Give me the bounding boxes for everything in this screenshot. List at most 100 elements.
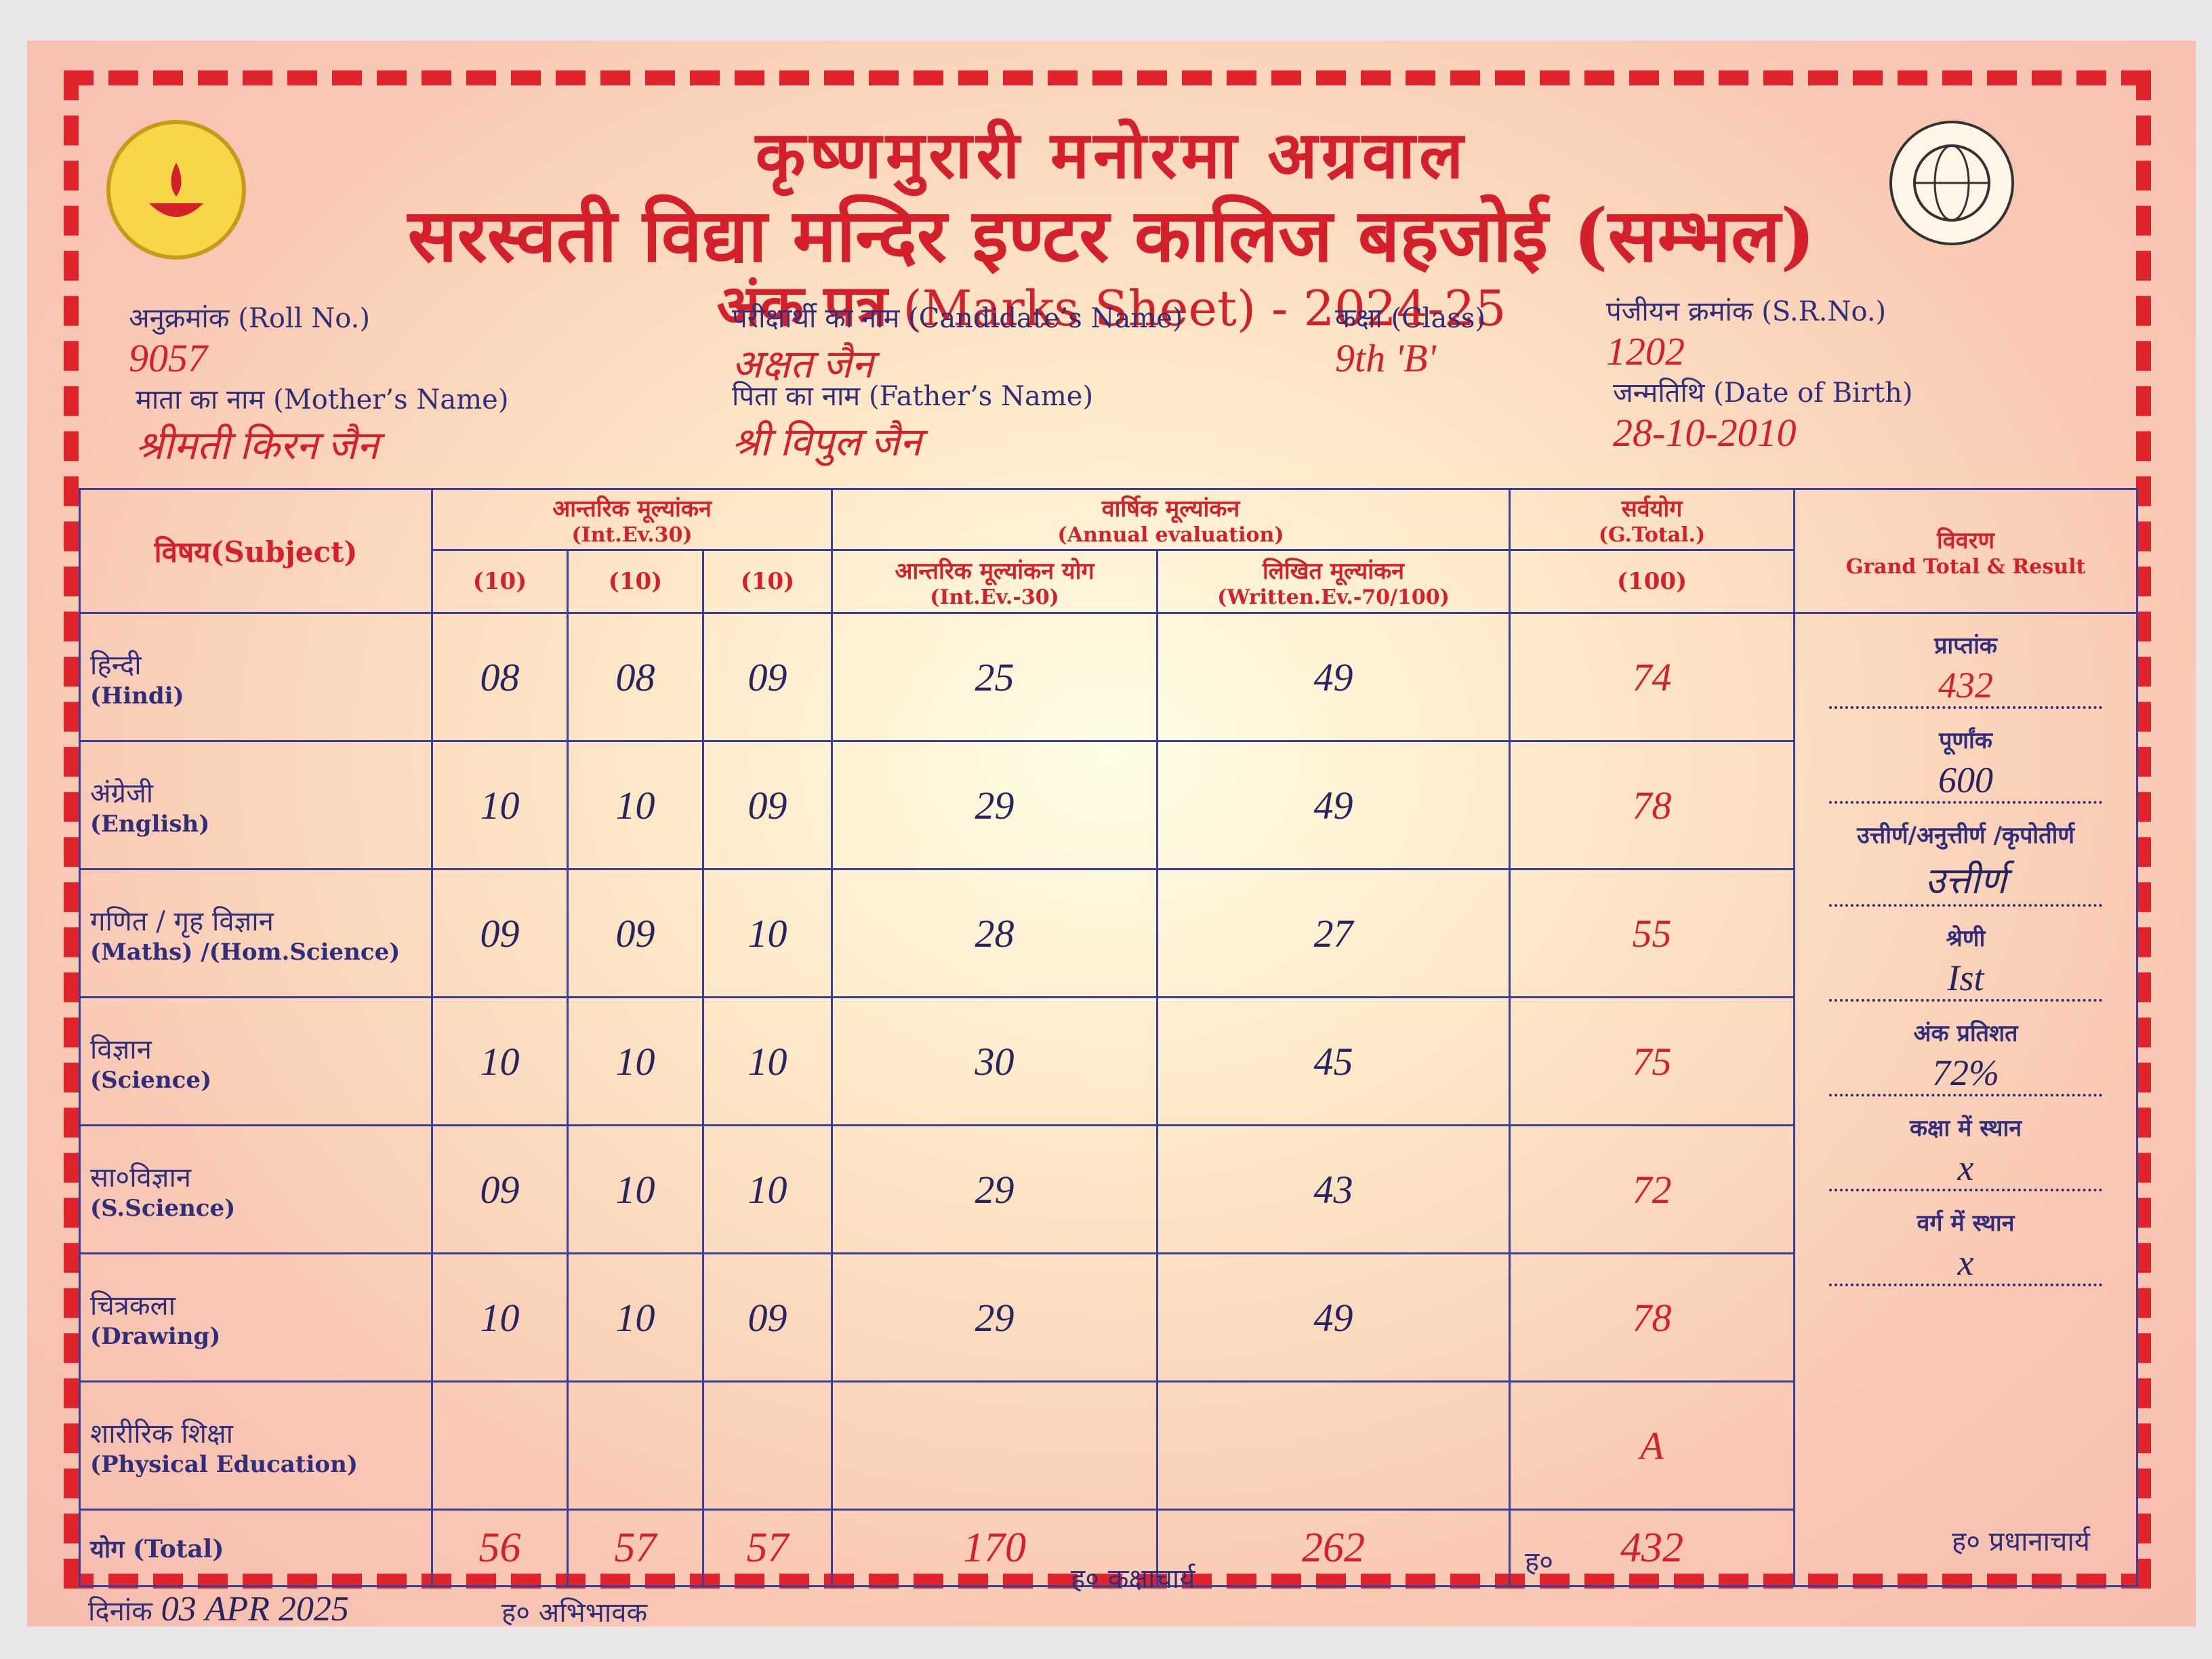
class-teacher-sign: ह० कक्षाचार्य bbox=[1071, 1563, 1195, 1595]
mark-cell: 10 bbox=[567, 1124, 704, 1254]
student-field: पिता का नाम (Father’s Name) श्री विपुल जै… bbox=[732, 376, 1093, 467]
internal-col-header: (10) bbox=[431, 549, 569, 614]
subject-cell: विज्ञान (Science) bbox=[79, 996, 433, 1126]
student-field: जन्मतिथि (Date of Birth) 28-10-2010 bbox=[1613, 373, 1912, 455]
field-value: अक्षत जैन bbox=[732, 342, 874, 386]
subject-english: (Maths) /(Hom.Science) bbox=[90, 938, 401, 966]
mark: 10 bbox=[480, 1295, 520, 1340]
mark-cell: 09 bbox=[431, 1124, 569, 1254]
mark: 09 bbox=[747, 655, 787, 699]
grand-max-header-text: (100) bbox=[1616, 568, 1687, 595]
mark-cell: 09 bbox=[701, 612, 834, 742]
subject-cell: शारीरिक शिक्षा (Physical Education) bbox=[79, 1380, 433, 1511]
mark: 78 bbox=[1632, 783, 1672, 827]
total-row: योग (Total) 56 57 57 170 262 432 bbox=[79, 1509, 2137, 1587]
mark: 09 bbox=[480, 1167, 520, 1212]
total-cell: 57 bbox=[567, 1509, 704, 1587]
grand-max-header: (100) bbox=[1509, 549, 1796, 614]
subject-row: शारीरिक शिक्षा (Physical Education) A bbox=[79, 1380, 2137, 1511]
mark: 49 bbox=[1313, 1295, 1353, 1340]
globe-logo bbox=[1889, 121, 2014, 245]
mark-cell: 09 bbox=[567, 868, 704, 998]
result-item: वर्ग में स्थान x bbox=[1802, 1206, 2129, 1286]
student-field: पंजीयन क्रमांक (S.R.No.) 1202 bbox=[1606, 291, 1886, 374]
subject-row: हिन्दी (Hindi) 08 08 09 25 49 74 प्राप्तांक 432 पू… bbox=[79, 612, 2139, 1587]
mark-cell: 43 bbox=[1156, 1124, 1511, 1254]
subject-row: अंग्रेजी (English) 10 10 09 29 49 78 bbox=[79, 740, 2137, 870]
header-row: विषय(Subject) आन्तरिक मूल्यांकन (Int.Ev.30… bbox=[79, 488, 2139, 614]
mark-cell: 72 bbox=[1509, 1124, 1796, 1254]
subject-english: (Physical Education) bbox=[90, 1450, 358, 1478]
subject-row: सा०विज्ञान (S.Science) 09 10 10 29 43 72 bbox=[79, 1124, 2137, 1254]
result-header: विवरण Grand Total & Result bbox=[1793, 488, 2139, 614]
mark-cell: 28 bbox=[831, 868, 1159, 998]
grand-header-sub: (G.Total.) bbox=[1598, 523, 1706, 547]
mark: 78 bbox=[1632, 1295, 1672, 1340]
mark-cell: 29 bbox=[831, 1124, 1159, 1254]
int-sum-header-sub: (Int.Ev.-30) bbox=[930, 585, 1059, 609]
mark: 72 bbox=[1632, 1167, 1672, 1212]
mark: 27 bbox=[1313, 911, 1353, 956]
result-label: वर्ग में स्थान bbox=[1917, 1210, 2015, 1237]
result-item: श्रेणी Ist bbox=[1802, 922, 2129, 1002]
mark-cell: 09 bbox=[431, 868, 569, 998]
subject-cell: चित्रकला (Drawing) bbox=[79, 1252, 433, 1382]
mark-cell: 27 bbox=[1156, 868, 1511, 998]
mark: 55 bbox=[1632, 911, 1672, 956]
result-item: प्राप्तांक 432 bbox=[1802, 629, 2129, 709]
total-label: योग (Total) bbox=[79, 1509, 433, 1587]
field-value: 1202 bbox=[1606, 329, 1685, 373]
mark: 74 bbox=[1632, 655, 1672, 699]
result-value: Ist bbox=[1829, 957, 2103, 1002]
total-cell: 432 bbox=[1509, 1509, 1796, 1587]
mark-cell bbox=[831, 1380, 1159, 1511]
written-header-sub: (Written.Ev.-70/100) bbox=[1217, 585, 1450, 609]
int-sum-header: आन्तरिक मूल्यांकन योग (Int.Ev.-30) bbox=[831, 549, 1159, 614]
mark: 08 bbox=[480, 655, 520, 699]
mark: 09 bbox=[747, 783, 787, 827]
mark: 29 bbox=[975, 1167, 1015, 1212]
result-label: पूर्णांक bbox=[1939, 727, 1992, 754]
field-label: परीक्षार्थी का नाम (Candidate’s Name) bbox=[732, 303, 1183, 334]
mark-cell: 10 bbox=[701, 868, 834, 998]
student-field: कक्षा (Class) 9th 'B' bbox=[1335, 298, 1486, 381]
student-field: माता का नाम (Mother’s Name) श्रीमती किरन … bbox=[136, 380, 508, 470]
total-cell: 57 bbox=[701, 1509, 834, 1587]
mark: 10 bbox=[747, 1039, 787, 1084]
mark: 30 bbox=[975, 1039, 1015, 1084]
subject-hindi: गणित / गृह विज्ञान bbox=[90, 905, 274, 937]
mark-cell: 10 bbox=[431, 740, 569, 870]
mark: 75 bbox=[1632, 1039, 1672, 1084]
result-item: कक्षा में स्थान x bbox=[1802, 1111, 2129, 1191]
result-value: x bbox=[1829, 1242, 2103, 1286]
mark-cell: 78 bbox=[1509, 740, 1796, 870]
internal-col-header: (10) bbox=[567, 549, 704, 614]
field-value: 28-10-2010 bbox=[1613, 411, 1797, 455]
marks-sheet: कृष्णमुरारी मनोरमा अग्रवाल सरस्वती विद्य… bbox=[27, 41, 2196, 1629]
result-label: प्राप्तांक bbox=[1934, 632, 1997, 659]
student-field: परीक्षार्थी का नाम (Candidate’s Name) अक्… bbox=[732, 298, 1183, 389]
mark: A bbox=[1639, 1423, 1664, 1468]
marks-table: विषय(Subject) आन्तरिक मूल्यांकन (Int.Ev.30… bbox=[79, 488, 2139, 1587]
subject-hindi: सा०विज्ञान bbox=[90, 1162, 191, 1193]
written-header-text: लिखित मूल्यांकन bbox=[1262, 557, 1405, 585]
subject-header: विषय(Subject) bbox=[79, 488, 433, 614]
result-value: उत्तीर्ण bbox=[1829, 854, 2103, 907]
total-cell: 262 bbox=[1156, 1509, 1511, 1587]
mark: 09 bbox=[747, 1295, 787, 1340]
mark: 10 bbox=[747, 1167, 787, 1212]
subject-hindi: शारीरिक शिक्षा bbox=[90, 1418, 234, 1450]
result-item: पूर्णांक 600 bbox=[1802, 724, 2129, 804]
school-logo bbox=[106, 120, 246, 260]
internal-header-text: आन्तरिक मूल्यांकन bbox=[552, 495, 712, 523]
mark-cell: 25 bbox=[831, 612, 1159, 742]
date-value: 03 APR 2025 bbox=[161, 1590, 349, 1629]
mark-cell bbox=[431, 1380, 569, 1511]
inspector-sign: ह० bbox=[1525, 1547, 1554, 1578]
guardian-sign: ह० अभिभावक bbox=[501, 1597, 648, 1629]
mark-cell: 09 bbox=[701, 740, 834, 870]
field-value: 9th 'B' bbox=[1335, 336, 1436, 380]
result-value: 600 bbox=[1829, 759, 2103, 804]
subject-cell: अंग्रेजी (English) bbox=[79, 740, 433, 870]
